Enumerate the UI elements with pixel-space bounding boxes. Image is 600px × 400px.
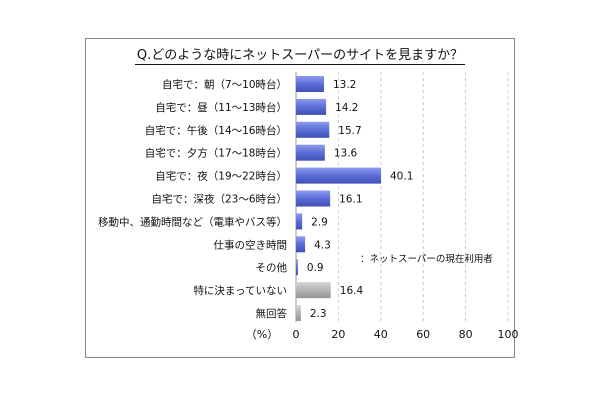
bar-6: [296, 213, 303, 230]
category-label-8: その他: [256, 261, 288, 274]
category-label-10: 無回答: [256, 307, 288, 320]
category-label-5: 自宅で：深夜（23〜6時台）: [151, 193, 287, 206]
x-tick-label-40: 40: [374, 328, 388, 341]
category-label-4: 自宅で：夜（19〜22時台）: [155, 170, 287, 183]
category-label-7: 仕事の空き時間: [214, 238, 288, 251]
bar-4: [296, 167, 382, 184]
value-label-8: 0.9: [307, 262, 324, 274]
bar-10: [296, 305, 301, 321]
category-label-3: 自宅で：夕方（17〜18時台）: [145, 147, 287, 160]
bar-7: [296, 236, 306, 253]
value-label-10: 2.3: [310, 308, 327, 320]
labels: 自宅で：朝（7〜10時台） 13.2 自宅で：昼（11〜13時台） 14.2 自宅で：午…: [98, 78, 493, 320]
value-label-3: 13.6: [334, 148, 358, 160]
bar-9: [296, 282, 331, 299]
x-tick-label-100: 100: [498, 328, 519, 341]
value-label-6: 2.9: [311, 216, 328, 228]
bar-3: [296, 144, 325, 161]
chart-title: Q.どのような時にネットスーパーのサイトを見ますか？: [134, 48, 466, 65]
category-label-1: 自宅で：昼（11〜13時台）: [155, 101, 287, 114]
legend-annotation: ：ネットスーパーの現在利用者: [360, 253, 493, 265]
value-label-4: 40.1: [390, 171, 413, 183]
unit-label: （%）: [246, 328, 278, 341]
category-label-9: 特に決まっていない: [193, 285, 287, 297]
bar-0: [296, 76, 324, 92]
bar-1: [296, 98, 327, 115]
value-label-9: 16.4: [340, 285, 364, 297]
value-label-0: 13.2: [333, 79, 356, 91]
bar-5: [296, 190, 331, 207]
category-label-0: 自宅で：朝（7〜10時台）: [162, 78, 287, 91]
x-tick-label-20: 20: [331, 328, 345, 341]
x-tick-label-60: 60: [416, 328, 430, 341]
value-label-5: 16.1: [339, 194, 362, 206]
bar-2: [296, 121, 330, 138]
category-label-6: 移動中、通勤時間など（電車やバス等）: [98, 215, 287, 228]
bar-8: [296, 259, 298, 276]
value-label-2: 15.7: [338, 125, 361, 137]
x-tick-label-0: 0: [293, 328, 300, 341]
x-axis: 0 20 40 60 80 100 （%）: [246, 328, 519, 341]
category-label-2: 自宅で：午後（14〜16時台）: [145, 124, 287, 137]
value-label-7: 4.3: [314, 239, 331, 251]
x-tick-label-80: 80: [459, 328, 473, 341]
bars: [296, 76, 382, 321]
chart-title-wrap: Q.どのような時にネットスーパーのサイトを見ますか？: [0, 44, 600, 65]
value-label-1: 14.2: [335, 102, 358, 114]
